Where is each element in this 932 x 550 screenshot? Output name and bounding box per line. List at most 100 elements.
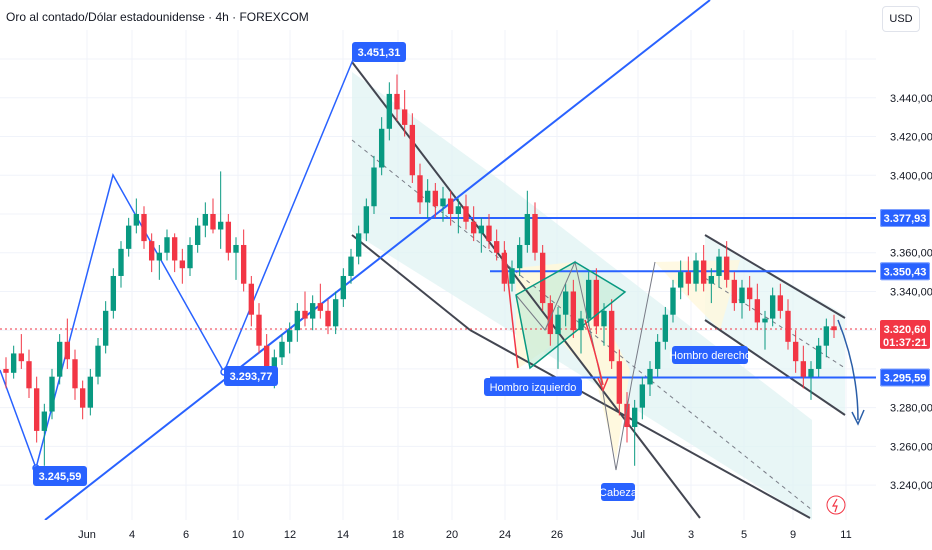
point-label: 3.293,77 [224, 366, 278, 386]
price-axis: 3.440,00 3.420,00 3.400,00 3.360,00 3.340,00… [876, 0, 932, 550]
candle [739, 279, 745, 319]
candle-body [156, 252, 163, 261]
candle-body [708, 275, 715, 284]
candle-body [662, 314, 669, 342]
time-axis: Jun 4 6 10 12 14 18 20 24 26 Jul 3 5 9 11 [0, 520, 876, 550]
candle-body [141, 213, 147, 242]
price-tag: 3.295,59 [880, 368, 930, 387]
candle [831, 314, 837, 338]
candle [386, 82, 393, 141]
candle-body [562, 291, 569, 315]
price-tag: 3.377,93 [880, 209, 930, 228]
candle-body [624, 403, 630, 428]
zigzag-path [0, 49, 358, 471]
price-tag-bg [880, 368, 930, 387]
candle-body [164, 237, 170, 253]
candle-body [371, 167, 377, 207]
pattern-annotation: Cabeza [599, 483, 638, 501]
candle [417, 163, 423, 214]
x-tick-label: 24 [499, 529, 511, 541]
price-tag-text: 01:37:21 [883, 337, 927, 349]
y-tick-label: 3.240,00 [890, 480, 932, 492]
candle [56, 334, 63, 385]
candle [294, 303, 301, 342]
candle-body [585, 279, 592, 319]
candle-body [647, 368, 653, 385]
pattern-annotation: Hombro derecho [669, 346, 751, 364]
candle [823, 318, 830, 358]
currency-selector[interactable]: USD [882, 6, 920, 32]
candle-body [478, 225, 485, 234]
candle [585, 272, 592, 327]
annotation-bg [484, 378, 582, 396]
candle [95, 337, 101, 385]
candle [463, 194, 469, 230]
candle [133, 198, 140, 234]
annotation-bg [672, 346, 748, 364]
candle-body [179, 260, 186, 269]
candle [746, 275, 753, 311]
candle-body [217, 221, 224, 230]
candle-body [240, 244, 247, 284]
point-label-text: 3.245,59 [39, 471, 82, 483]
candle [608, 299, 615, 369]
candle [731, 272, 738, 311]
candle [677, 260, 684, 300]
x-tick-label: 5 [741, 529, 747, 541]
candle [716, 248, 722, 288]
candle [49, 368, 55, 420]
candle-body [831, 326, 837, 331]
red-arrow-path [504, 249, 519, 369]
candle [524, 190, 531, 253]
candle [762, 310, 768, 350]
candle [555, 306, 561, 369]
x-tick-label: 18 [392, 529, 404, 541]
ascending-trendline [44, 0, 711, 521]
price-tag-bg [880, 334, 930, 349]
candle [64, 318, 71, 369]
candle-body [202, 213, 209, 226]
candle [486, 213, 492, 249]
candle-body [432, 190, 439, 207]
candle-body [386, 93, 393, 129]
candle [317, 283, 324, 319]
candle-body [532, 213, 538, 253]
candle [516, 237, 523, 276]
candle-body [616, 361, 623, 404]
candle-body [792, 341, 799, 362]
annotation-text: Hombro izquierdo [490, 382, 577, 394]
price-tag: 01:37:21 [880, 334, 930, 349]
candle-body [279, 341, 285, 358]
candle-body [148, 241, 155, 261]
candle [723, 241, 730, 288]
candle [616, 349, 623, 416]
candle-body [56, 341, 63, 377]
price-tag-bg [880, 320, 930, 339]
candle-body [800, 361, 807, 377]
x-tick-label: 4 [129, 529, 135, 541]
candle [156, 244, 163, 280]
candle-body [762, 318, 768, 323]
candle [808, 361, 814, 400]
candle-body [33, 388, 40, 431]
candle-body [325, 310, 331, 327]
y-tick-label: 3.440,00 [890, 93, 932, 105]
candle-body [210, 213, 216, 230]
point-label-text: 3.451,31 [358, 47, 401, 59]
candle-body [294, 310, 301, 331]
candle [693, 252, 699, 292]
red-arrow-path [584, 319, 604, 386]
candle-body [187, 244, 193, 269]
candle-body [455, 206, 462, 214]
candle-body [118, 248, 124, 276]
candle-body [785, 310, 791, 342]
candle [233, 237, 239, 280]
candle-body [463, 206, 469, 222]
candle [647, 361, 653, 397]
candle-body [670, 287, 676, 315]
price-tag-text: 3.295,59 [884, 372, 927, 384]
candle-body [18, 353, 25, 362]
candle-body [332, 299, 339, 327]
candle [455, 198, 462, 234]
